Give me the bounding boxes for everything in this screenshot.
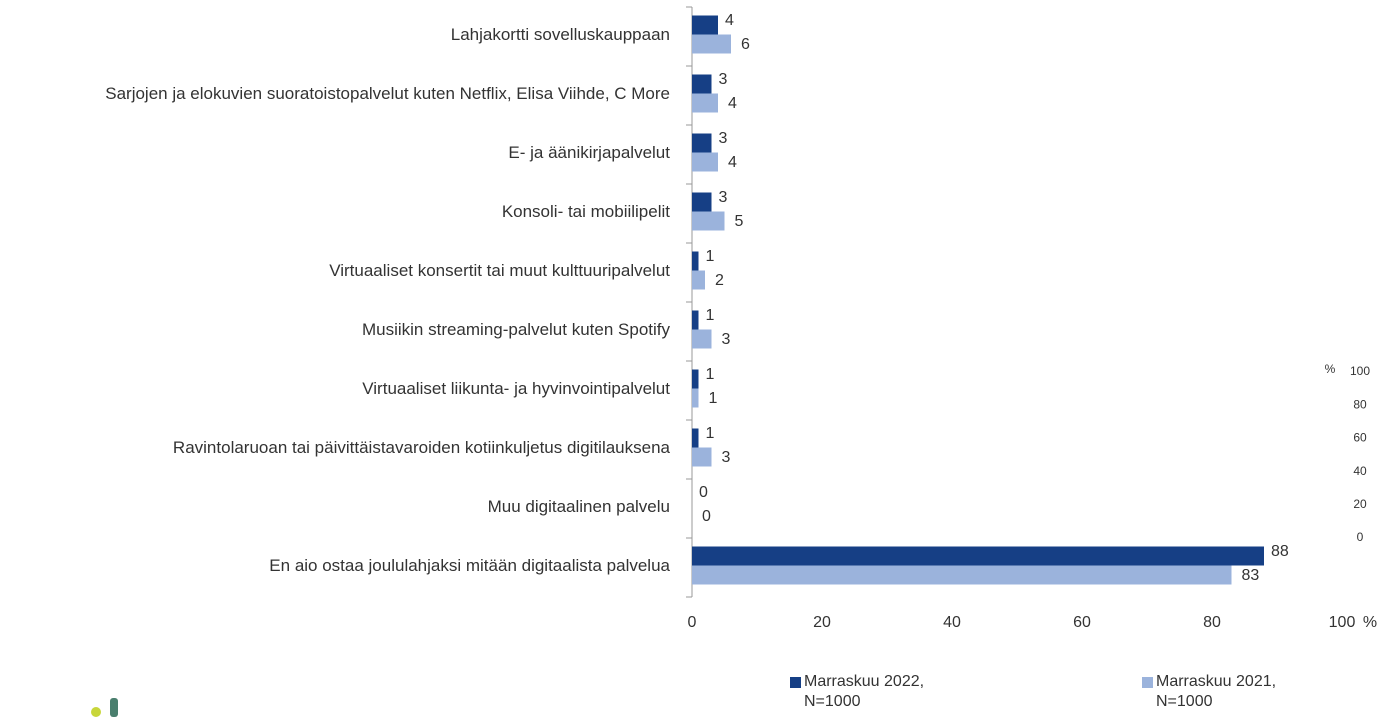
bar (692, 565, 1232, 585)
x-unit: % (1363, 614, 1377, 631)
bar (692, 15, 718, 35)
bar (692, 270, 705, 290)
bar (692, 388, 699, 408)
value-label: 3 (722, 331, 731, 348)
legend-swatch (1142, 677, 1153, 688)
value-label: 3 (719, 189, 728, 206)
legend-label: Marraskuu 2022, N=1000 (804, 673, 925, 710)
value-label: 6 (741, 36, 750, 53)
value-label: 3 (719, 130, 728, 147)
y2-tick-label: 0 (1357, 530, 1364, 544)
value-label: 1 (706, 307, 715, 324)
bar (692, 34, 731, 54)
value-label: 4 (728, 95, 737, 112)
value-label: 2 (715, 272, 724, 289)
bar (692, 93, 718, 113)
legend-swatch (790, 677, 801, 688)
legend-label: Marraskuu 2021, N=1000 (1156, 673, 1277, 710)
category-label: Muu digitaalinen palvelu (487, 496, 670, 516)
value-label: 88 (1271, 543, 1289, 560)
value-label: 0 (699, 484, 708, 501)
y2-tick-label: 80 (1353, 397, 1367, 411)
x-tick-label: 0 (688, 614, 697, 631)
y2-tick-label: 60 (1353, 431, 1367, 445)
category-label: Lahjakortti sovelluskauppaan (450, 24, 670, 44)
value-label: 5 (735, 213, 744, 230)
category-label: Konsoli- tai mobiilipelit (501, 201, 670, 221)
category-label: Virtuaaliset konsertit tai muut kulttuur… (329, 260, 670, 280)
bar (692, 329, 712, 349)
value-label: 0 (702, 508, 711, 525)
bar (692, 133, 712, 153)
category-label: E- ja äänikirjapalvelut (508, 142, 670, 162)
value-label: 1 (706, 366, 715, 383)
bar (692, 447, 712, 467)
x-tick-label: 20 (813, 614, 831, 631)
value-label: 3 (719, 71, 728, 88)
value-label: 1 (706, 248, 715, 265)
y2-tick-label: 40 (1353, 464, 1367, 478)
value-label: 4 (725, 12, 734, 29)
bar (692, 369, 699, 389)
x-tick-label: 60 (1073, 614, 1091, 631)
value-label: 1 (706, 425, 715, 442)
value-label: 1 (709, 390, 718, 407)
x-tick-label: 100 (1329, 614, 1356, 631)
bar (692, 152, 718, 172)
bar (692, 192, 712, 212)
bar (692, 546, 1264, 566)
category-label: Ravintolaruoan tai päivittäistavaroiden … (172, 437, 670, 457)
x-tick-label: 40 (943, 614, 961, 631)
value-label: 3 (722, 449, 731, 466)
category-label: Virtuaaliset liikunta- ja hyvinvointipal… (362, 378, 670, 398)
logo (91, 698, 118, 717)
bar (692, 211, 725, 231)
category-label: Sarjojen ja elokuvien suoratoistopalvelu… (105, 83, 670, 103)
x-tick-label: 80 (1203, 614, 1221, 631)
bar (692, 251, 699, 271)
category-label: En aio ostaa joululahjaksi mitään digita… (269, 555, 670, 575)
bar (692, 310, 699, 330)
bar (692, 74, 712, 94)
value-label: 4 (728, 154, 737, 171)
y2-tick-label: 20 (1353, 497, 1367, 511)
value-label: 83 (1242, 567, 1260, 584)
y2-tick-label: 100 (1350, 364, 1370, 378)
bar (692, 428, 699, 448)
y2-unit: % (1325, 362, 1336, 376)
category-label: Musiikin streaming-palvelut kuten Spotif… (361, 319, 670, 339)
